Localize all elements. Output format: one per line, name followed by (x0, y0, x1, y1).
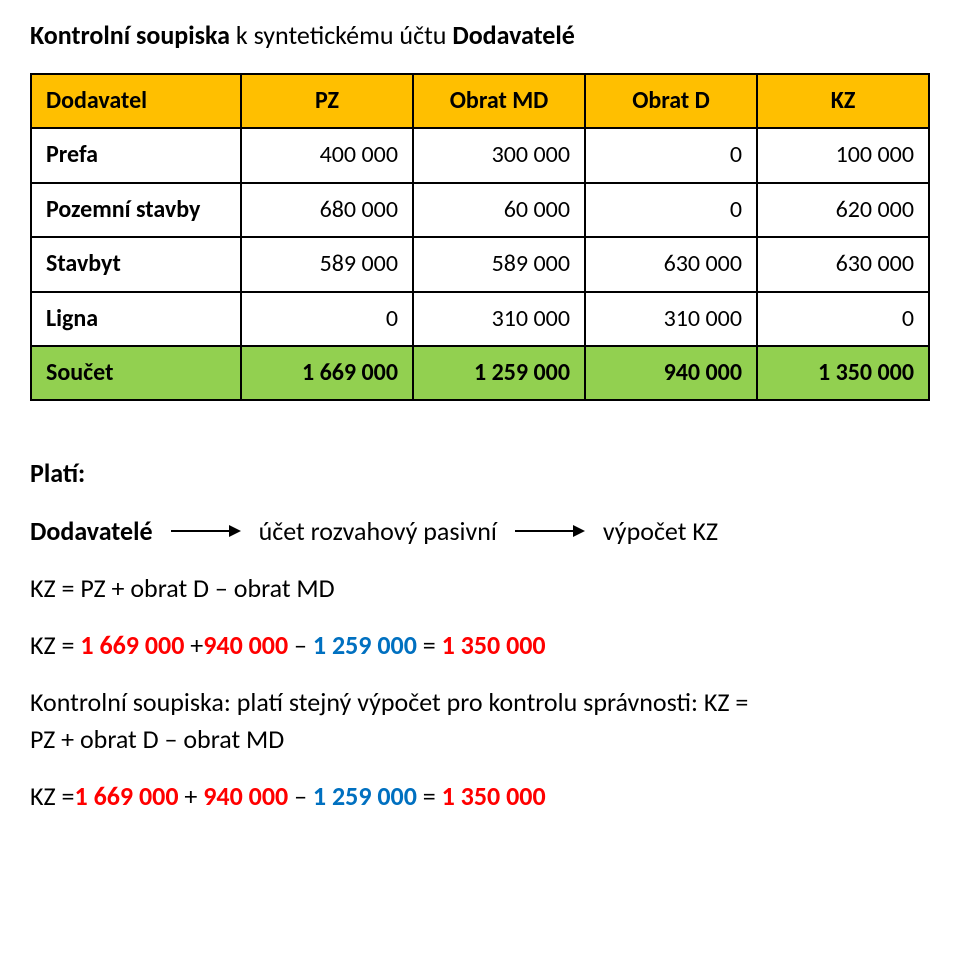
cell-name: Prefa (31, 128, 241, 182)
eq2-mid3: = (417, 629, 442, 661)
table-sum-row: Součet 1 669 000 1 259 000 940 000 1 350… (31, 346, 929, 400)
section-label: Platí: (30, 456, 930, 491)
cell-name: Stavbyt (31, 237, 241, 291)
cell-pz: 0 (241, 292, 413, 346)
cell-md: 60 000 (413, 183, 585, 237)
eq2-red1: 1 669 000 (80, 629, 184, 661)
cell-pz: 400 000 (241, 128, 413, 182)
eq3-p1: KZ = (30, 780, 75, 812)
cell-d: 630 000 (585, 237, 757, 291)
cell-kz: 620 000 (757, 183, 929, 237)
eq2-mid1: + (184, 629, 203, 661)
table-row: Pozemní stavby 680 000 60 000 0 620 000 (31, 183, 929, 237)
sum-md: 1 259 000 (413, 346, 585, 400)
title-suffix: Dodavatelé (452, 19, 575, 51)
table-row: Ligna 0 310 000 310 000 0 (31, 292, 929, 346)
table-row: Stavbyt 589 000 589 000 630 000 630 000 (31, 237, 929, 291)
cell-name: Ligna (31, 292, 241, 346)
equation-1: KZ = PZ + obrat D – obrat MD (30, 571, 930, 606)
eq3-mid3: = (417, 780, 442, 812)
equation-3: KZ =1 669 000 + 940 000 – 1 259 000 = 1 … (30, 779, 930, 814)
sum-name: Součet (31, 346, 241, 400)
flow-a: Dodavatelé (30, 514, 153, 549)
eq3-blue: 1 259 000 (313, 780, 417, 812)
eq2-blue: 1 259 000 (313, 629, 417, 661)
eq3-mid1: + (179, 780, 204, 812)
cell-name: Pozemní stavby (31, 183, 241, 237)
col-dodavatel: Dodavatel (31, 74, 241, 128)
flow-b: účet rozvahový pasivní (259, 514, 497, 549)
cell-pz: 680 000 (241, 183, 413, 237)
col-pz: PZ (241, 74, 413, 128)
sum-pz: 1 669 000 (241, 346, 413, 400)
col-obrat-d: Obrat D (585, 74, 757, 128)
cell-d: 310 000 (585, 292, 757, 346)
equation-2: KZ = 1 669 000 +940 000 – 1 259 000 = 1 … (30, 628, 930, 663)
flow-c: výpočet KZ (603, 514, 718, 549)
cell-d: 0 (585, 183, 757, 237)
eq3-red3: 1 350 000 (442, 780, 546, 812)
cell-md: 300 000 (413, 128, 585, 182)
col-obrat-md: Obrat MD (413, 74, 585, 128)
eq3-red1: 1 669 000 (75, 780, 179, 812)
sum-kz: 1 350 000 (757, 346, 929, 400)
arrow-right-icon (171, 522, 241, 540)
cell-kz: 630 000 (757, 237, 929, 291)
note-line-1: Kontrolní soupiska: platí stejný výpočet… (30, 685, 930, 720)
eq3-red2: 940 000 (203, 780, 288, 812)
cell-kz: 0 (757, 292, 929, 346)
eq2-red2: 940 000 (203, 629, 288, 661)
note-line-2: PZ + obrat D – obrat MD (30, 722, 930, 757)
col-kz: KZ (757, 74, 929, 128)
arrow-right-icon (515, 522, 585, 540)
sum-d: 940 000 (585, 346, 757, 400)
title-prefix: Kontrolní soupiska (30, 19, 230, 51)
cell-pz: 589 000 (241, 237, 413, 291)
table-row: Prefa 400 000 300 000 0 100 000 (31, 128, 929, 182)
eq2-p1: KZ = (30, 629, 80, 661)
flow-line: Dodavatelé účet rozvahový pasivní výpoče… (30, 514, 930, 549)
cell-kz: 100 000 (757, 128, 929, 182)
control-table: Dodavatel PZ Obrat MD Obrat D KZ Prefa 4… (30, 73, 930, 401)
cell-md: 589 000 (413, 237, 585, 291)
eq2-mid2: – (288, 629, 313, 661)
title-mid: k syntetickému účtu (230, 19, 452, 51)
table-header-row: Dodavatel PZ Obrat MD Obrat D KZ (31, 74, 929, 128)
eq2-red3: 1 350 000 (442, 629, 546, 661)
eq3-mid2: – (288, 780, 313, 812)
cell-md: 310 000 (413, 292, 585, 346)
cell-d: 0 (585, 128, 757, 182)
page-title: Kontrolní soupiska k syntetickému účtu D… (30, 18, 930, 53)
